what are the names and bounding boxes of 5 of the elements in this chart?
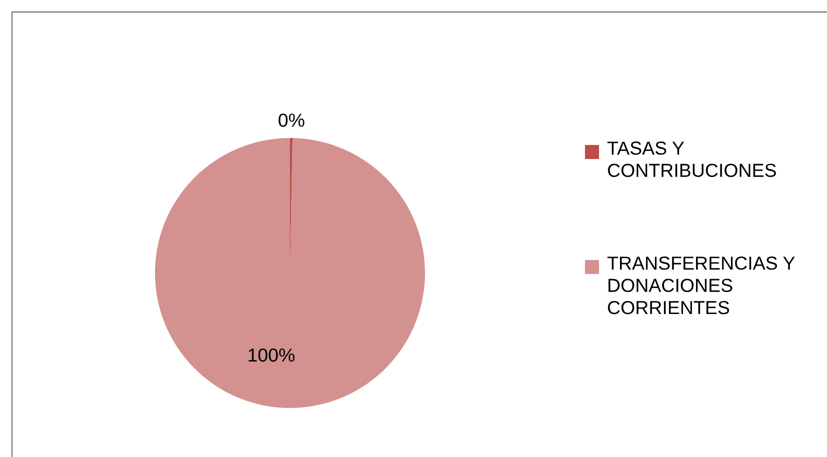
data-label: 0%	[278, 114, 304, 127]
legend-label: TRANSFERENCIAS Y DONACIONES CORRIENTES	[607, 256, 795, 314]
legend-label: TASAS Y CONTRIBUCIONES	[607, 141, 776, 178]
pie-slice	[155, 138, 425, 408]
data-label: 100%	[248, 348, 295, 362]
